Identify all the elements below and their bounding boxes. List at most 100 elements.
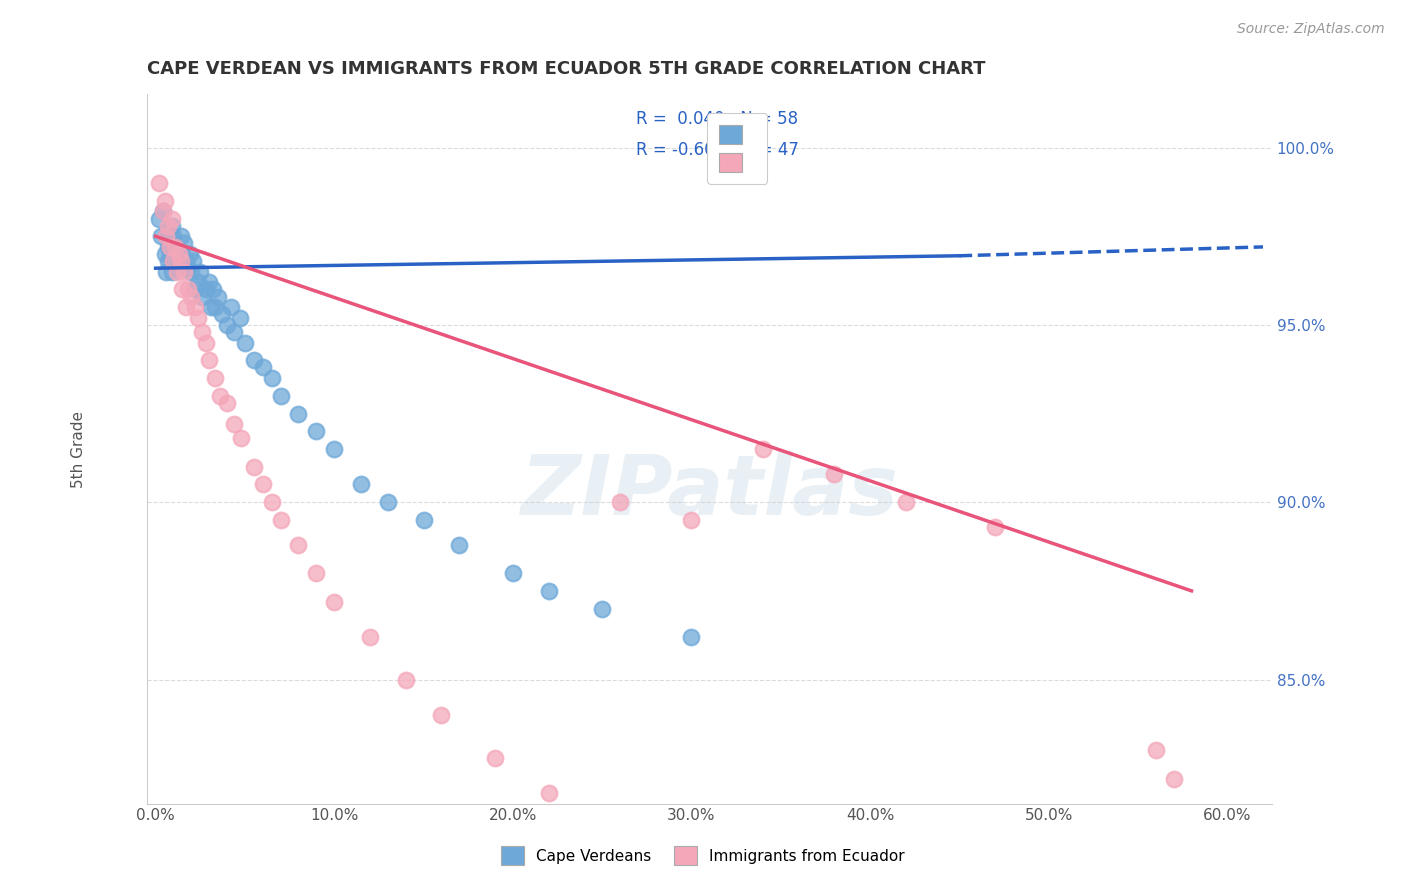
Point xyxy=(172,247,194,261)
Text: Source: ZipAtlas.com: Source: ZipAtlas.com xyxy=(1237,22,1385,37)
Point xyxy=(537,786,560,800)
Point xyxy=(180,289,202,303)
Point xyxy=(169,254,191,268)
Point xyxy=(187,310,209,325)
Point xyxy=(187,276,209,290)
Point xyxy=(157,254,180,268)
Point xyxy=(174,300,197,314)
Point xyxy=(215,396,238,410)
Point xyxy=(233,335,256,350)
Point xyxy=(166,247,188,261)
Point xyxy=(823,467,845,481)
Point xyxy=(211,307,233,321)
Point xyxy=(894,495,917,509)
Point xyxy=(215,318,238,332)
Point xyxy=(270,513,292,527)
Point xyxy=(167,254,190,268)
Point xyxy=(1163,772,1185,786)
Point xyxy=(159,229,181,244)
Point xyxy=(204,371,226,385)
Point xyxy=(287,407,309,421)
Point xyxy=(149,229,172,244)
Point xyxy=(609,495,631,509)
Point xyxy=(484,750,506,764)
Point xyxy=(208,389,231,403)
Point xyxy=(681,630,703,644)
Point xyxy=(200,300,222,314)
Point xyxy=(449,538,471,552)
Point xyxy=(188,265,211,279)
Point xyxy=(174,254,197,268)
Y-axis label: 5th Grade: 5th Grade xyxy=(72,410,86,488)
Point xyxy=(260,371,283,385)
Point xyxy=(243,459,266,474)
Text: R = -0.602   N = 47: R = -0.602 N = 47 xyxy=(636,141,799,159)
Point xyxy=(153,194,176,208)
Text: ZIPatlas: ZIPatlas xyxy=(520,451,898,532)
Point xyxy=(177,261,200,276)
Point xyxy=(412,513,434,527)
Point xyxy=(377,495,399,509)
Point xyxy=(194,335,217,350)
Point xyxy=(165,240,187,254)
Point xyxy=(323,442,346,456)
Point xyxy=(270,389,292,403)
Legend: Cape Verdeans, Immigrants from Ecuador: Cape Verdeans, Immigrants from Ecuador xyxy=(495,840,911,871)
Point xyxy=(191,289,214,303)
Point xyxy=(224,325,246,339)
Point xyxy=(224,417,246,432)
Point xyxy=(252,360,274,375)
Point xyxy=(160,211,183,226)
Point xyxy=(191,325,214,339)
Point xyxy=(165,254,187,268)
Point xyxy=(181,254,204,268)
Point xyxy=(173,265,195,279)
Point xyxy=(201,283,224,297)
Text: CAPE VERDEAN VS IMMIGRANTS FROM ECUADOR 5TH GRADE CORRELATION CHART: CAPE VERDEAN VS IMMIGRANTS FROM ECUADOR … xyxy=(146,60,986,78)
Point xyxy=(166,261,188,276)
Point xyxy=(184,283,207,297)
Point xyxy=(159,247,181,261)
Point xyxy=(155,229,177,244)
Point xyxy=(305,566,328,581)
Point xyxy=(502,566,524,581)
Point xyxy=(160,265,183,279)
Point xyxy=(537,583,560,598)
Point xyxy=(153,247,176,261)
Point xyxy=(395,673,418,687)
Point xyxy=(166,265,188,279)
Point xyxy=(984,520,1007,534)
Point xyxy=(165,240,187,254)
Point xyxy=(350,477,373,491)
Point xyxy=(305,425,328,439)
Point xyxy=(162,229,184,244)
Point xyxy=(204,300,226,314)
Point xyxy=(148,176,170,190)
Point xyxy=(155,229,177,244)
Point xyxy=(169,229,191,244)
Point xyxy=(179,247,201,261)
Point xyxy=(152,204,174,219)
Point xyxy=(359,630,381,644)
Point xyxy=(194,283,217,297)
Point xyxy=(260,495,283,509)
Point xyxy=(252,477,274,491)
Point xyxy=(591,601,613,615)
Point xyxy=(157,240,180,254)
Point xyxy=(323,594,346,608)
Point xyxy=(180,265,202,279)
Point xyxy=(173,236,195,251)
Point xyxy=(228,310,250,325)
Point xyxy=(177,283,200,297)
Point xyxy=(160,219,183,233)
Point xyxy=(172,283,194,297)
Point xyxy=(243,353,266,368)
Legend: , : , xyxy=(707,113,768,184)
Point xyxy=(159,240,181,254)
Point xyxy=(1144,743,1167,757)
Point xyxy=(162,247,184,261)
Text: R =  0.040   N = 58: R = 0.040 N = 58 xyxy=(636,111,799,128)
Point xyxy=(198,276,221,290)
Point xyxy=(752,442,775,456)
Point xyxy=(157,219,180,233)
